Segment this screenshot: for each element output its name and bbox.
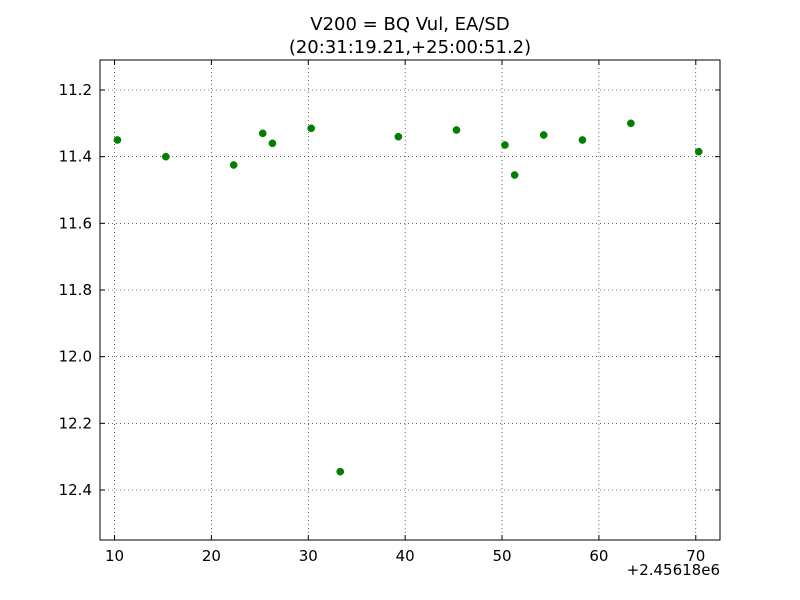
data-point (162, 152, 170, 161)
chart-title-line2: (20:31:19.21,+25:00:51.2) (289, 37, 531, 58)
x-tick-label: 70 (686, 547, 705, 565)
x-axis-offset-label: +2.45618e6 (627, 561, 720, 579)
y-tick-label: 11.8 (59, 281, 92, 299)
data-point (452, 126, 461, 134)
y-tick-label: 12.4 (59, 481, 92, 499)
x-tick-label: 20 (202, 547, 221, 565)
data-point (539, 131, 548, 139)
data-points (113, 119, 703, 476)
x-tick-label: 60 (589, 547, 608, 565)
x-tick-label: 10 (105, 547, 124, 565)
y-tick-label: 11.6 (59, 214, 92, 232)
chart-title-line1: V200 = BQ Vul, EA/SD (310, 14, 509, 35)
y-tick-label: 11.2 (59, 81, 92, 99)
axis-ticks: 10 20 30 40 50 60 70 11.2 11.4 11.6 11.8 12.0 12.2 12… (59, 60, 720, 565)
data-point (694, 147, 703, 156)
x-tick-label: 50 (492, 547, 511, 565)
data-point (501, 141, 509, 149)
data-point (113, 136, 122, 144)
data-point (268, 139, 277, 148)
x-tick-label: 30 (299, 547, 318, 565)
data-point (258, 129, 267, 138)
grid (100, 60, 720, 540)
plot-area-frame (99, 59, 721, 541)
data-point (336, 467, 345, 476)
data-point (394, 132, 403, 141)
data-point (627, 119, 635, 128)
x-tick-label: 40 (396, 547, 415, 565)
data-point (578, 136, 587, 144)
y-tick-label: 12.0 (59, 348, 92, 366)
data-point (229, 161, 238, 169)
y-tick-label: 11.4 (59, 148, 92, 166)
data-point (307, 124, 316, 133)
data-point (510, 171, 519, 179)
y-tick-label: 12.2 (59, 414, 92, 432)
